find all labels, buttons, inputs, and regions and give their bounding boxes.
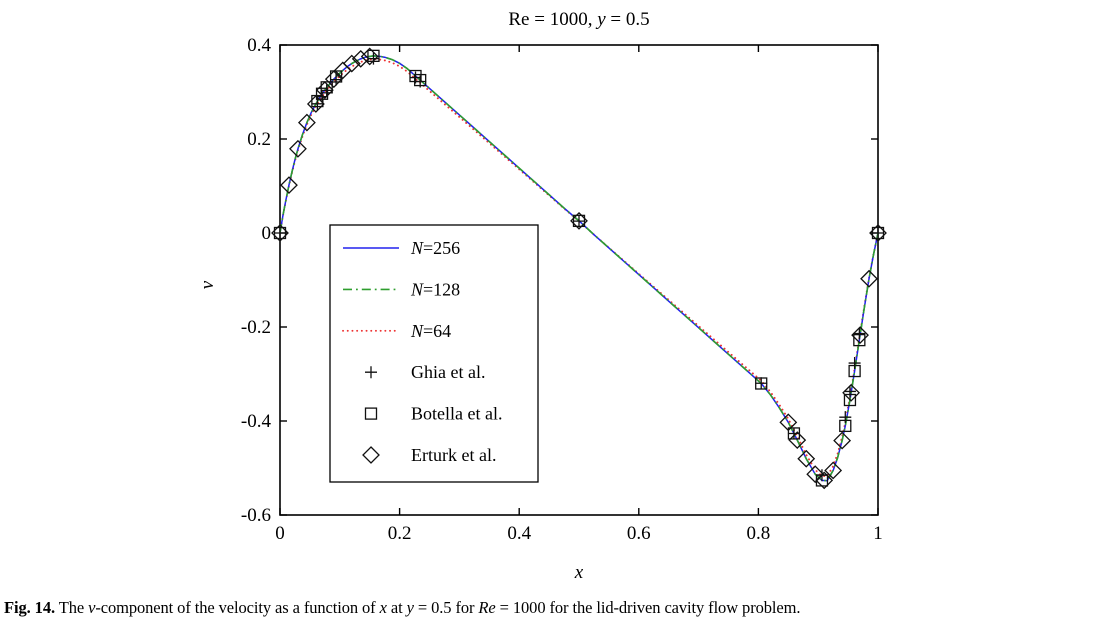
legend-label: Erturk et al.	[411, 445, 496, 465]
y-tick-label: -0.4	[241, 411, 272, 432]
diamond-marker	[351, 49, 370, 68]
y-tick-label: -0.2	[241, 317, 271, 338]
diamond-marker	[315, 81, 334, 99]
plot-title-text-2: = 0.5	[605, 9, 650, 30]
square-marker	[848, 364, 861, 378]
diamond-marker	[306, 95, 325, 113]
plot-title: Re = 1000, y = 0.5	[280, 8, 878, 32]
plus-marker	[330, 73, 343, 86]
diamond-marker	[362, 446, 380, 464]
diamond-marker	[324, 70, 343, 89]
diamond-marker	[851, 326, 869, 345]
legend-label: Botella et al.	[411, 404, 502, 424]
x-tick-label: 1	[873, 523, 883, 544]
plus-marker	[853, 327, 866, 340]
square-marker	[839, 419, 852, 433]
markers-erturk-et-al	[271, 47, 887, 490]
x-tick-label: 0.4	[507, 523, 531, 544]
plus-marker	[365, 366, 377, 379]
y-axis-label: v	[197, 280, 218, 289]
y-tick-label: 0	[262, 223, 272, 244]
plot-title-italic-y: y	[597, 9, 606, 30]
plus-marker	[843, 385, 856, 398]
square-marker	[409, 69, 422, 83]
legend-label: Ghia et al.	[411, 362, 485, 382]
diamond-marker	[824, 461, 843, 480]
square-marker	[320, 81, 333, 94]
x-tick-label: 0.8	[747, 523, 771, 544]
x-tick-label: 0.2	[388, 523, 412, 544]
markers-botella-et-al	[273, 49, 885, 487]
plus-marker	[320, 84, 333, 97]
plus-marker	[573, 215, 585, 228]
diamond-marker	[860, 269, 878, 288]
diamond-marker	[297, 113, 316, 132]
x-axis-label: x	[574, 562, 584, 583]
square-marker	[414, 73, 427, 87]
y-tick-label: 0.2	[247, 129, 271, 150]
diamond-marker	[797, 449, 816, 468]
x-tick-label: 0	[275, 523, 285, 544]
plus-marker	[839, 411, 852, 424]
plot-box	[279, 44, 879, 516]
curve-n-128	[279, 55, 879, 482]
legend: N=256 N=128 N=64 Ghia et al. Botella et al. E…	[329, 224, 539, 483]
square-marker	[843, 393, 857, 407]
caption-fig-label: Fig. 14.	[4, 598, 55, 617]
square-marker	[871, 226, 885, 240]
plus-marker	[274, 227, 286, 239]
plot-title-text: Re = 1000,	[508, 9, 598, 30]
figure-caption: Fig. 14. The v-component of the velocity…	[4, 598, 801, 617]
square-marker	[273, 226, 287, 240]
diamond-marker	[842, 383, 861, 402]
plus-marker	[367, 52, 380, 65]
plus-marker	[755, 377, 768, 390]
plus-marker	[872, 227, 884, 239]
diamond-marker	[779, 413, 798, 432]
diamond-marker	[788, 431, 807, 450]
legend-label: N=128	[410, 279, 460, 299]
diamond-marker	[833, 431, 852, 450]
square-marker	[755, 377, 768, 390]
square-marker	[853, 333, 866, 347]
square-marker	[311, 94, 324, 108]
diamond-marker	[815, 471, 834, 490]
square-marker	[364, 407, 378, 420]
diamond-marker	[570, 211, 588, 230]
diamond-marker	[342, 54, 361, 73]
square-marker	[315, 87, 329, 100]
diamond-marker	[806, 465, 825, 484]
x-tick-label: 0.6	[627, 523, 651, 544]
y-tick-label: 0.4	[247, 35, 271, 56]
legend-label: N=256	[410, 238, 460, 258]
diamond-marker	[360, 47, 379, 66]
y-tick-label: -0.6	[241, 505, 271, 526]
square-marker	[572, 214, 586, 228]
diamond-marker	[869, 224, 887, 242]
diamond-marker	[271, 224, 289, 242]
plus-marker	[848, 357, 861, 370]
legend-box	[329, 224, 539, 483]
legend-label: N=64	[410, 321, 451, 341]
diamond-marker	[289, 139, 307, 158]
diamond-marker	[280, 176, 298, 195]
